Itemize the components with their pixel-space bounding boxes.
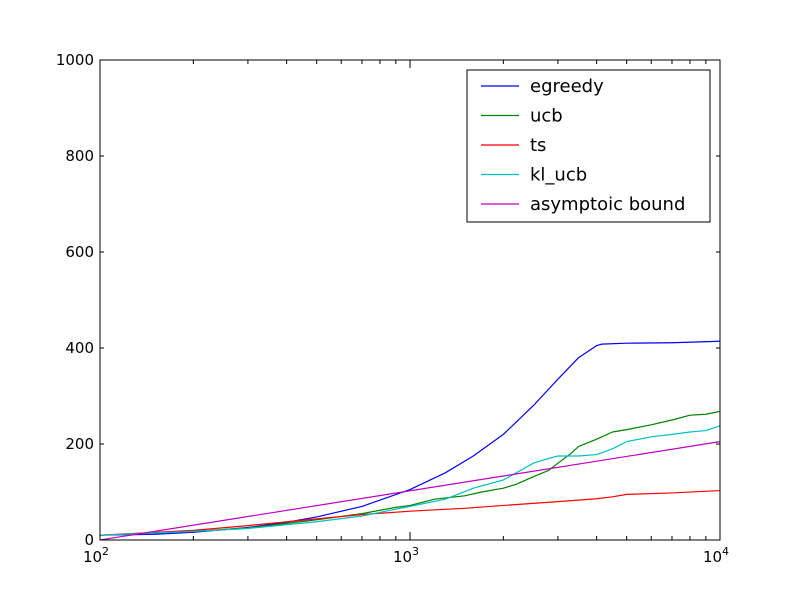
legend-label: asymptoic bound bbox=[530, 194, 685, 215]
series-line-kl-ucb bbox=[100, 425, 720, 536]
legend-label: ucb bbox=[530, 106, 563, 127]
legend: egreedy ucb ts kl_ucb asymptoic bound bbox=[466, 69, 711, 223]
y-tick-label: 1000 bbox=[56, 51, 94, 69]
series-line-ucb bbox=[100, 410, 720, 536]
y-tick-label: 400 bbox=[65, 339, 94, 357]
legend-label: egreedy bbox=[530, 76, 604, 97]
series-line-asymptoic-bound bbox=[100, 441, 720, 540]
legend-box bbox=[466, 69, 711, 223]
legend-label: ts bbox=[530, 135, 546, 156]
series-group bbox=[100, 340, 720, 540]
x-tick-label: 104 bbox=[703, 545, 729, 566]
x-tick-label: 102 bbox=[83, 545, 109, 566]
plot-area bbox=[100, 340, 720, 540]
y-tick-label: 800 bbox=[65, 147, 94, 165]
legend-label: kl_ucb bbox=[530, 165, 587, 186]
y-tick-label: 200 bbox=[65, 435, 94, 453]
y-tick-label: 0 bbox=[84, 531, 94, 549]
y-tick-label: 600 bbox=[65, 243, 94, 261]
x-tick-label: 103 bbox=[393, 545, 419, 566]
axes: 0 200 400 600 800 1000 102 103 104 bbox=[56, 51, 729, 566]
series-line-ts bbox=[100, 489, 720, 536]
